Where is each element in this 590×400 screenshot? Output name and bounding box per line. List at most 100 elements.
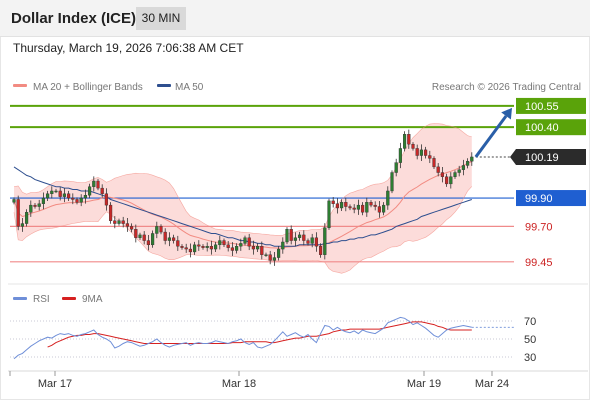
bullish-candle (62, 193, 66, 197)
bollinger-lower-line (13, 186, 473, 274)
support-level-label: 99.45 (525, 257, 553, 269)
bullish-candle (155, 226, 159, 234)
bearish-candle (146, 240, 150, 246)
bearish-candle (411, 143, 415, 149)
x-tick-label: Mar 24 (475, 378, 509, 390)
timestamp-label: Thursday, March 19, 2026 7:06:38 AM CET (13, 41, 244, 55)
bullish-candle (403, 134, 407, 149)
bearish-candle (16, 199, 20, 227)
bullish-candle (323, 227, 327, 255)
rsi-line (13, 316, 472, 360)
bullish-candle (256, 246, 260, 250)
bearish-candle (319, 246, 323, 255)
bearish-candle (113, 220, 117, 224)
bullish-candle (386, 190, 390, 206)
bearish-candle (432, 158, 436, 168)
bearish-candle (260, 246, 264, 255)
bullish-candle (205, 246, 209, 248)
bullish-candle (382, 204, 386, 213)
resistance-label-bg (516, 97, 586, 114)
bullish-candle (192, 244, 197, 253)
bearish-candle (129, 226, 134, 230)
bollinger-legend-swatch (13, 84, 27, 87)
bearish-candle (436, 166, 440, 173)
bullish-candle (394, 162, 398, 173)
bearish-candle (209, 246, 213, 250)
bullish-candle (272, 257, 276, 261)
bearish-candle (142, 234, 146, 241)
bearish-candle (100, 187, 104, 194)
bullish-candle (461, 165, 465, 170)
bullish-candle (79, 197, 83, 203)
rsi-ma-legend-label: 9MA (82, 294, 103, 305)
bullish-candle (41, 197, 45, 204)
bearish-candle (222, 240, 226, 246)
bearish-candle (197, 244, 201, 247)
bullish-candle (83, 195, 87, 199)
resistance-level-label: 100.55 (525, 101, 559, 113)
ma50-legend-swatch (157, 84, 171, 87)
bearish-candle (251, 246, 255, 250)
pivot-label-bg (516, 190, 586, 207)
rsi-ma-line (47, 321, 472, 348)
bullish-candle (310, 237, 314, 244)
bullish-candle (50, 190, 54, 194)
bullish-candle (390, 172, 394, 192)
bearish-candle (188, 248, 192, 253)
bearish-candle (415, 148, 419, 156)
rsi-tick-label: 30 (524, 352, 536, 364)
bearish-candle (66, 193, 71, 199)
research-credit: Research © 2026 Trading Central (432, 82, 581, 93)
last-price-label-bg (510, 148, 586, 165)
resistance-label-bg (516, 119, 586, 136)
bearish-candle (71, 197, 75, 200)
bearish-candle (348, 206, 352, 209)
bearish-candle (75, 199, 79, 203)
bearish-candle (352, 207, 356, 210)
bearish-candle (344, 202, 348, 207)
bullish-candle (213, 244, 218, 250)
bearish-candle (33, 204, 37, 207)
bullish-candle (92, 180, 96, 187)
bullish-candle (298, 234, 302, 238)
bearish-candle (176, 240, 180, 247)
rsi-ma-legend-swatch (62, 297, 76, 300)
bearish-candle (407, 134, 411, 145)
bullish-candle (54, 190, 58, 193)
bearish-candle (226, 244, 230, 248)
bearish-candle (184, 247, 188, 250)
bullish-candle (340, 202, 344, 209)
bullish-candle (218, 240, 222, 246)
bearish-candle (331, 200, 335, 204)
bullish-candle (167, 237, 171, 241)
bearish-candle (377, 206, 381, 213)
bearish-candle (163, 231, 167, 241)
bullish-candle (20, 223, 24, 227)
rsi-legend-label: RSI (33, 294, 50, 305)
bullish-candle (419, 149, 423, 156)
bullish-candle (264, 254, 268, 256)
bullish-candle (234, 246, 239, 251)
x-tick-label: Mar 19 (407, 378, 441, 390)
bullish-candle (293, 237, 297, 241)
bearish-candle (369, 202, 373, 206)
resistance-level-label: 100.40 (525, 122, 559, 134)
bearish-candle (180, 246, 184, 248)
bearish-candle (96, 180, 100, 189)
bullish-candle (46, 193, 50, 199)
instrument-title: Dollar Index (ICE) (11, 10, 137, 27)
bearish-candle (230, 247, 234, 251)
timeframe-badge[interactable]: 30 MIN (136, 7, 186, 30)
bearish-candle (247, 237, 251, 247)
bearish-candle (159, 226, 163, 233)
x-tick-label: Mar 17 (38, 378, 72, 390)
bullish-candle (466, 160, 470, 166)
rsi-tick-label: 70 (524, 316, 536, 328)
rsi-tick-label: 50 (524, 334, 536, 346)
bearish-candle (373, 204, 377, 207)
rsi-legend-swatch (13, 297, 27, 300)
bearish-candle (428, 155, 432, 159)
bearish-candle (445, 176, 449, 185)
bullish-candle (29, 204, 33, 213)
bearish-candle (306, 240, 310, 244)
